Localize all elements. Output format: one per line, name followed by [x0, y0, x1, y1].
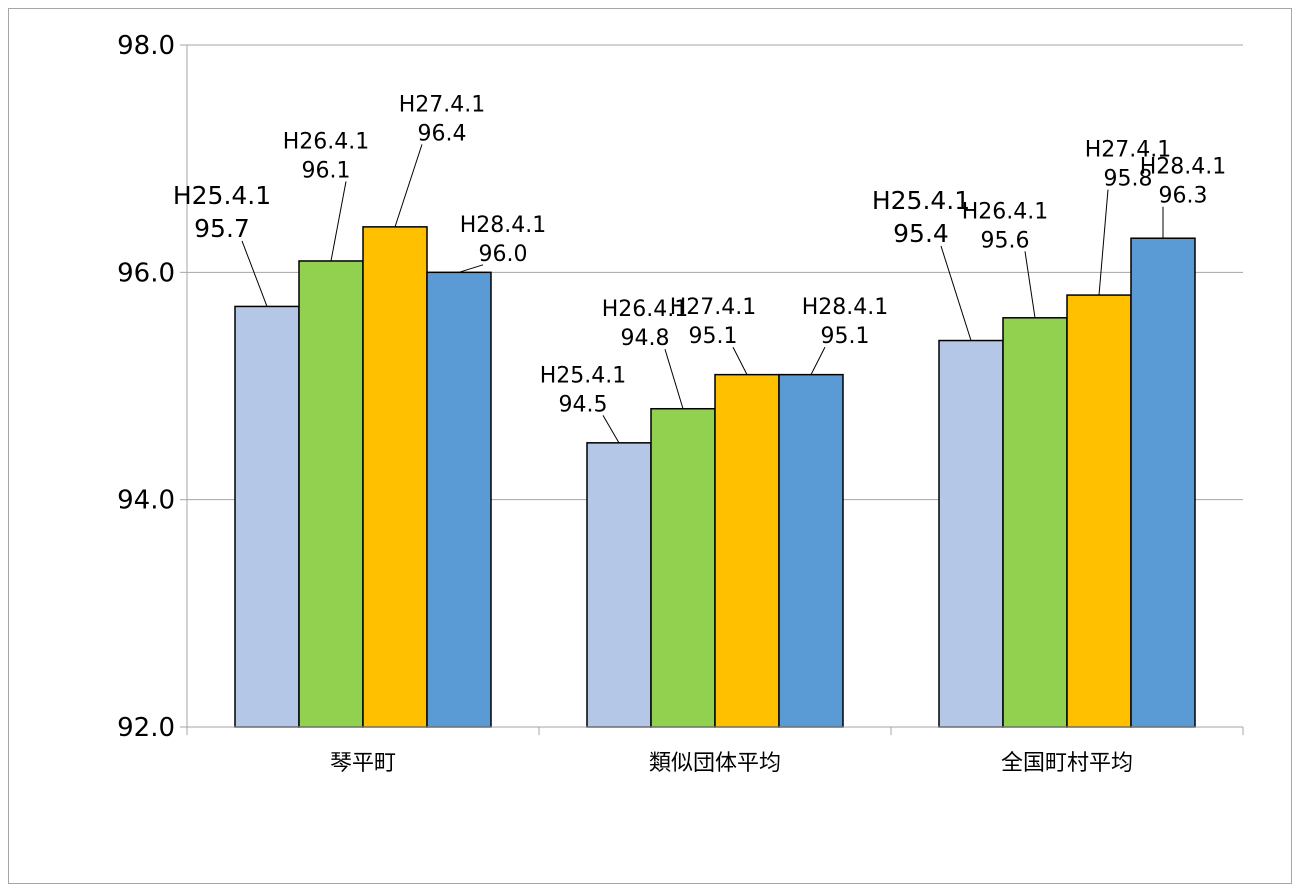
bar	[778, 373, 844, 728]
data-label-value: 96.1	[302, 158, 351, 183]
data-label-series: H28.4.1	[460, 213, 547, 238]
data-label-series: H28.4.1	[802, 295, 889, 320]
data-label-leader	[1024, 251, 1036, 318]
data-label-leader	[1098, 189, 1109, 296]
data-label-leader	[810, 346, 826, 375]
y-tick-label: 96.0	[117, 258, 175, 288]
data-label-leader	[241, 240, 268, 307]
data-label-value: 95.1	[689, 324, 738, 349]
data-label-series: H27.4.1	[1085, 138, 1172, 163]
data-label-value: 94.5	[559, 392, 608, 417]
y-tick-label: 92.0	[117, 713, 175, 743]
bar	[1130, 237, 1196, 728]
bar	[426, 271, 492, 728]
data-label-leader	[458, 264, 484, 273]
data-label-series: H26.4.1	[602, 297, 689, 322]
bar	[362, 226, 428, 728]
bars	[234, 226, 1196, 728]
data-label-series: H27.4.1	[399, 92, 486, 117]
x-category-label: 琴平町	[330, 751, 396, 776]
bar	[938, 339, 1004, 728]
data-label-leader	[394, 144, 423, 228]
bar	[234, 305, 300, 728]
data-label-value: 95.1	[821, 324, 870, 349]
x-category-label: 類似団体平均	[649, 751, 781, 776]
data-label-series: H25.4.1	[173, 181, 271, 210]
bar	[650, 407, 716, 728]
data-label-value: 94.8	[621, 326, 670, 351]
bar	[1002, 317, 1068, 728]
data-label-value: 96.4	[418, 121, 467, 146]
x-category-label: 全国町村平均	[1001, 751, 1133, 776]
data-label-leader	[602, 415, 620, 444]
bar	[1066, 294, 1132, 728]
data-label-series: H28.4.1	[1140, 155, 1227, 180]
bar	[714, 373, 780, 728]
y-tick-label: 98.0	[117, 31, 175, 61]
data-label-series: H27.4.1	[670, 295, 757, 320]
data-label-value: 95.8	[1104, 167, 1153, 192]
data-label-series: H25.4.1	[872, 186, 970, 215]
bar	[298, 260, 364, 728]
data-label-leader	[330, 181, 347, 262]
y-tick-label: 94.0	[117, 486, 175, 516]
bar	[586, 442, 652, 728]
axes: 92.0 94.0 96.0 98.0 琴平町 類似団体平均 全国町村平均	[117, 31, 1244, 776]
data-label-value: 95.4	[893, 219, 949, 248]
data-label-leader	[664, 349, 684, 409]
data-label-value: 95.7	[194, 214, 250, 243]
data-label-series: H26.4.1	[962, 199, 1049, 224]
data-label-value: 96.0	[479, 242, 528, 267]
data-labels: H25.4.1 95.7 H26.4.1 96.1 H27.4.1 96.4 H28.4.1…	[173, 92, 1227, 444]
data-label-series: H26.4.1	[283, 129, 370, 154]
data-label-series: H25.4.1	[540, 363, 627, 388]
data-label-value: 96.3	[1159, 184, 1208, 209]
data-label-leader	[940, 245, 972, 341]
data-label-value: 95.6	[981, 228, 1030, 253]
data-label-leader	[732, 346, 748, 375]
